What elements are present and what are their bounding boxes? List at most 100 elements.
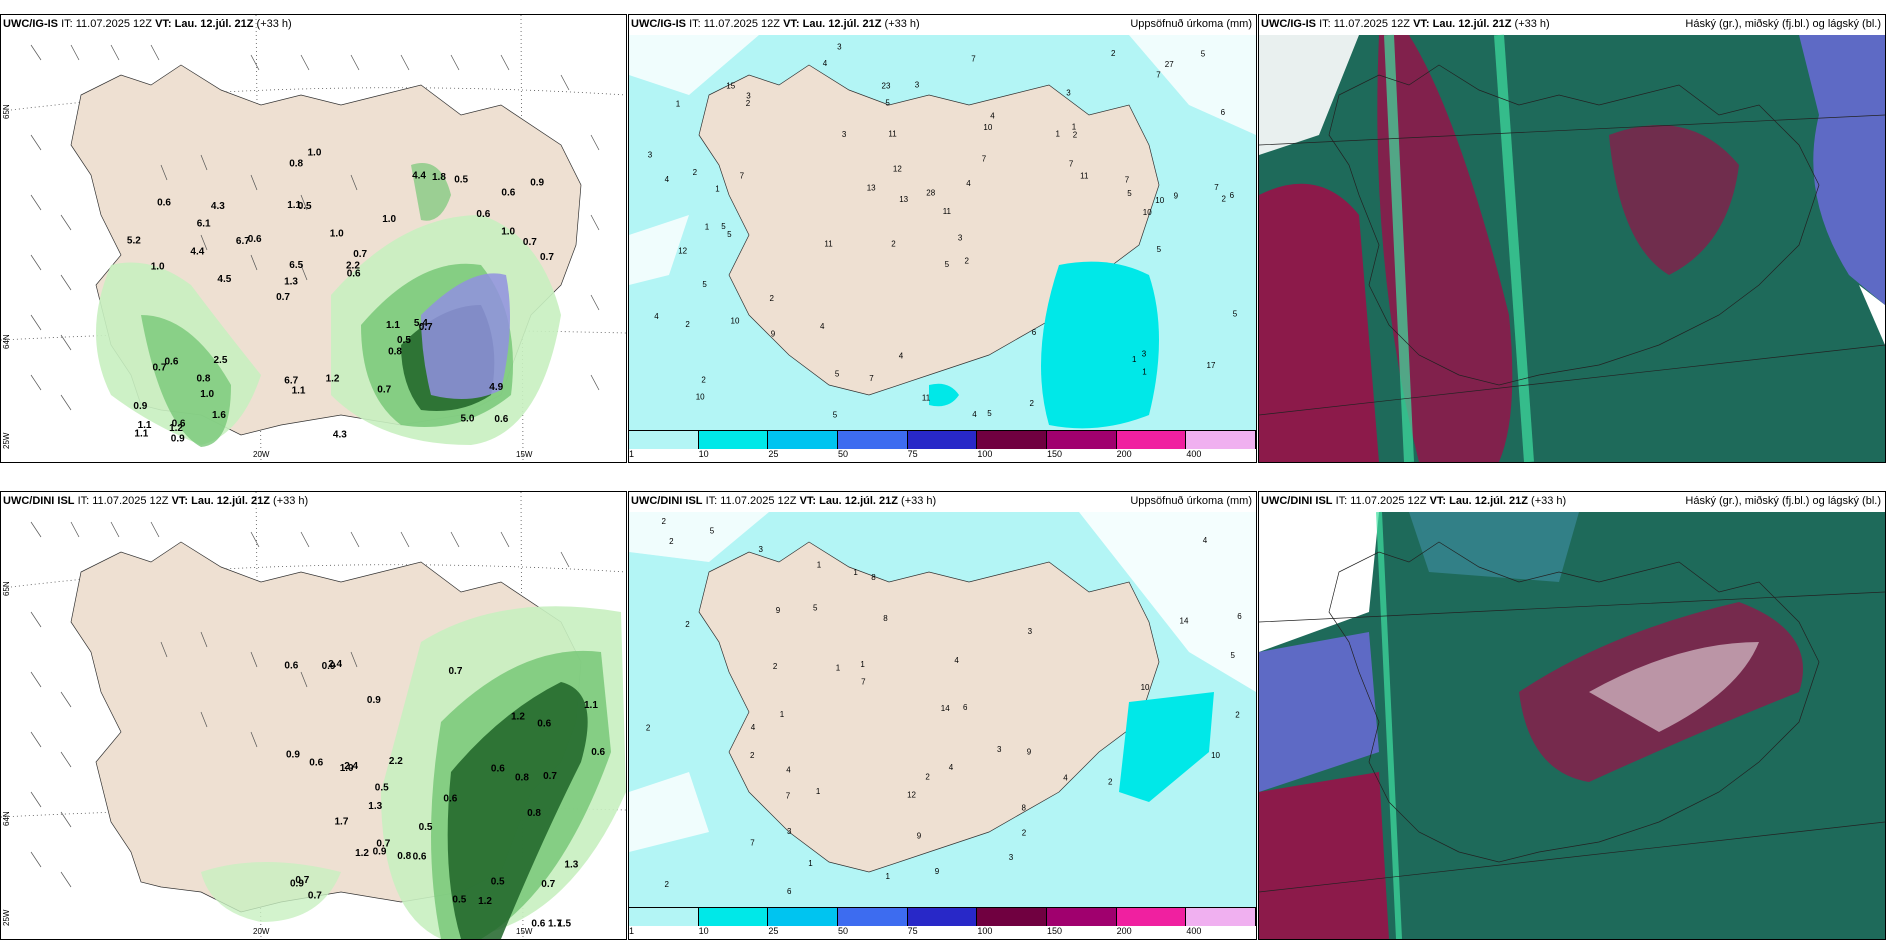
it-value: 11.07.2025 12Z (75, 18, 152, 30)
map-value-label: 3 (1009, 853, 1014, 862)
map-value-label: 0.6 (531, 918, 545, 929)
map-value-label: 1.0 (330, 228, 344, 239)
map-value-label: 3 (842, 130, 847, 139)
map-value-label: 12 (893, 164, 902, 173)
map-value-label: 1.3 (284, 276, 298, 287)
lead-time: (+33 h) (273, 495, 309, 507)
map-value-label: 1.2 (326, 373, 340, 384)
map-value-label: 0.7 (377, 385, 391, 396)
map-value-label: 2 (669, 537, 674, 546)
map-value-label: 4.9 (489, 382, 503, 393)
wind-value-labels: 0.51.00.90.81.50.90.61.30.90.8 0.70.70.60… (284, 659, 605, 930)
cloud-map-svg (1259, 15, 1885, 462)
map-value-label: 6.1 (197, 218, 211, 229)
map-value-label: 2 (746, 99, 751, 108)
colorbar-segment (837, 431, 908, 449)
lat-label-top: 65N (2, 581, 11, 596)
precip-panel-row2: 2 2 2 4 6 8 8 1 2 4 7 6 6 2 2 1 12 7 5 1 5 9 1 1 4 4 4 2 1 1 3 1 14 10 14 2… (628, 491, 1257, 940)
map-value-label: 0.6 (284, 661, 298, 672)
map-value-label: 1.6 (212, 410, 226, 421)
colorbar-tick: 150 (1047, 926, 1063, 936)
map-value-label: 4.3 (333, 430, 347, 441)
map-value-label: 0.5 (375, 783, 389, 794)
lead-time: (+33 h) (884, 18, 920, 30)
panel-header: UWC/DINI ISL IT: 11.07.2025 12Z VT: Lau.… (631, 495, 936, 507)
map-value-label: 0.7 (523, 237, 537, 248)
map-value-label: 1 (886, 872, 891, 881)
map-value-label: 0.9 (290, 879, 304, 890)
map-value-label: 0.6 (494, 414, 508, 425)
colorbar-tick: 25 (768, 926, 779, 936)
lon-label-15w: 15W (516, 450, 533, 459)
map-value-label: 3 (759, 545, 764, 554)
map-value-label: 4 (1063, 773, 1068, 782)
map-value-label: 12 (678, 247, 687, 256)
map-value-label: 5.0 (461, 413, 475, 424)
map-value-label: 2 (685, 320, 690, 329)
map-value-label: 7 (786, 792, 791, 801)
map-value-label: 1.0 (151, 261, 165, 272)
colorbar-tick: 50 (838, 926, 849, 936)
map-value-label: 0.6 (537, 719, 551, 730)
map-value-label: 1 (1056, 129, 1061, 138)
model-name: UWC/IG-IS (1261, 18, 1316, 30)
map-value-label: 5.2 (127, 236, 141, 247)
map-value-label: 0.8 (527, 808, 541, 819)
map-value-label: 1.0 (382, 214, 396, 225)
cloud-title: Háský (gr.), miðský (fj.bl.) og lágský (… (1685, 495, 1881, 507)
map-value-label: 1 (860, 660, 865, 669)
vt-value: Lau. 12.júl. 21Z (1449, 495, 1528, 507)
map-value-label: 1.0 (308, 148, 322, 159)
map-value-label: 5 (835, 369, 840, 378)
map-value-label: 3 (1028, 627, 1033, 636)
map-value-label: 0.7 (540, 252, 554, 263)
map-value-label: 1 (715, 184, 720, 193)
map-value-label: 0.7 (376, 838, 390, 849)
map-value-label: 11 (922, 393, 931, 402)
map-value-label: 0.6 (476, 209, 490, 220)
map-value-label: 1.1 (138, 420, 152, 431)
map-value-label: 4 (966, 179, 971, 188)
cloud-map-svg (1259, 492, 1885, 939)
map-value-label: 3 (997, 745, 1002, 754)
map-value-label: 3 (837, 43, 842, 52)
map-value-label: 9 (1027, 748, 1032, 757)
map-value-label: 0.6 (309, 758, 323, 769)
map-value-label: 1.3 (368, 801, 382, 812)
colorbar-tick: 10 (698, 449, 709, 459)
map-value-label: 1 (676, 100, 681, 109)
map-value-label: 10 (1143, 208, 1152, 217)
map-value-label: 13 (867, 184, 876, 193)
map-value-label: 5 (727, 230, 732, 239)
vt-label: VT: (155, 18, 172, 30)
map-value-label: 2.4 (344, 761, 358, 772)
map-value-label: 6.7 (284, 376, 298, 387)
model-name: UWC/DINI ISL (631, 495, 703, 507)
colorbar-segment (1186, 908, 1256, 926)
map-value-label: 2 (1108, 777, 1113, 786)
map-value-label: 2.5 (214, 355, 228, 366)
map-value-label: 5 (710, 527, 715, 536)
it-label: IT: (705, 495, 718, 507)
map-value-label: 3 (648, 150, 653, 159)
map-value-label: 5 (1127, 189, 1132, 198)
map-value-label: 1.7 (335, 816, 349, 827)
vt-label: VT: (799, 495, 817, 507)
map-value-label: 13 (899, 195, 908, 204)
map-value-label: 10 (1141, 683, 1150, 692)
map-value-label: 6.5 (289, 260, 303, 271)
colorbar-tick: 1 (629, 449, 635, 459)
map-value-label: 11 (943, 207, 952, 216)
map-value-label: 0.6 (248, 234, 262, 245)
vt-value: Lau. 12.júl. 21Z (1432, 18, 1512, 30)
map-value-label: 4 (820, 322, 825, 331)
map-value-label: 4 (954, 656, 959, 665)
map-value-label: 0.8 (515, 772, 529, 783)
vt-label: VT: (783, 18, 800, 30)
map-value-label: 0.6 (491, 764, 505, 775)
map-value-label: 0.7 (153, 363, 167, 374)
map-value-label: 5 (1157, 245, 1162, 254)
map-value-label: 0.7 (419, 322, 433, 333)
it-value: 11.07.2025 12Z (720, 495, 797, 507)
map-value-label: 1.0 (340, 763, 354, 774)
